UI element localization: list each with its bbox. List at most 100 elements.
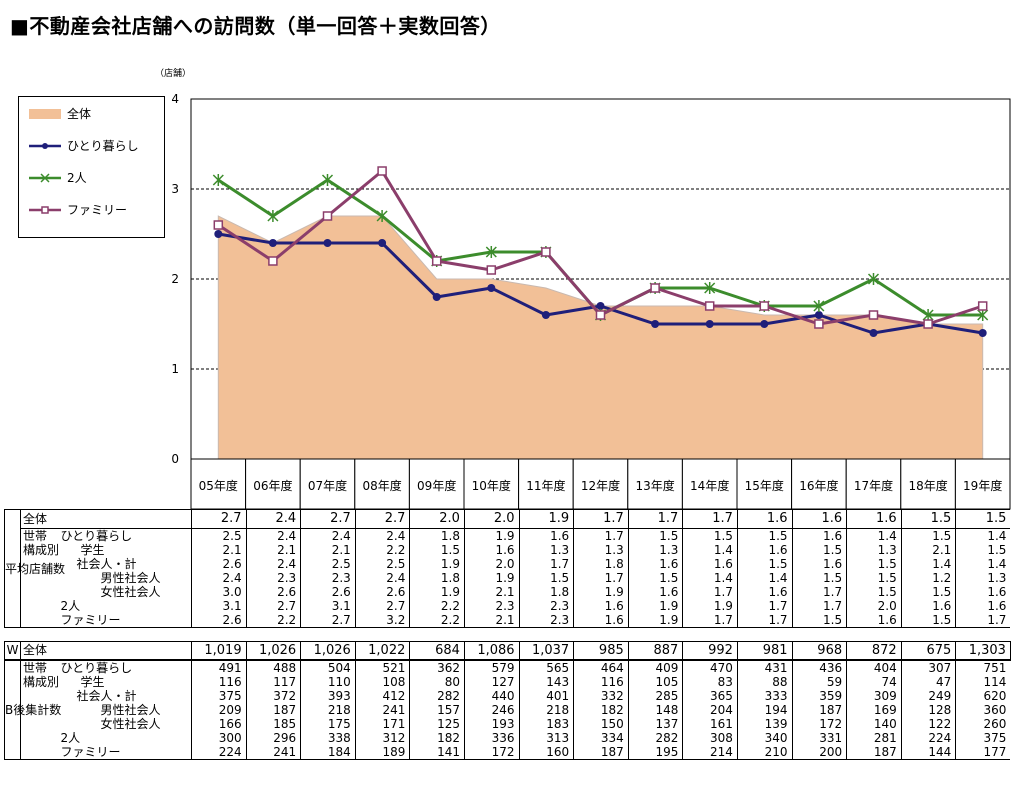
row-group-label: B後集計数: [4, 661, 61, 760]
x-category-cell: [299, 458, 356, 510]
data-point: [268, 256, 278, 266]
table-cell: 1.7: [573, 528, 629, 543]
row-label: 学生: [56, 543, 192, 557]
table-cell: 122: [900, 717, 956, 731]
sample-count-table: B後集計数 世帯 ひとり暮らし 491 488 504 521 362 579 565 464 409…: [4, 661, 1011, 760]
table-cell: 2.1: [463, 613, 520, 628]
table-cell: 187: [245, 703, 301, 717]
table-cell: 336: [463, 731, 520, 745]
table-cell: 338: [300, 731, 356, 745]
table-cell: 751: [955, 661, 1011, 675]
table-cell: 2.3: [463, 599, 520, 613]
table-cell: 2.5: [191, 528, 247, 543]
table-cell: 218: [518, 703, 574, 717]
table-cell: 1.9: [627, 599, 683, 613]
row-category: [21, 731, 57, 745]
table-cell: 1.5: [627, 528, 683, 543]
table-cell: 334: [573, 731, 629, 745]
table-cell: 1.3: [518, 543, 574, 557]
table-cell: 1.6: [736, 585, 793, 599]
table-cell: 1.5: [900, 509, 956, 529]
table-cell: 1.7: [573, 571, 629, 585]
table-cell: 117: [245, 675, 301, 689]
row-category: [21, 599, 57, 613]
table-cell: 1.4: [736, 571, 793, 585]
table-cell: 182: [573, 703, 629, 717]
table-cell: 1.7: [791, 585, 847, 599]
table-row: 社会人・計 375 372 393 412 282 440 401 332 285 365 333 35…: [5, 689, 1011, 703]
x-category-cell: [408, 458, 465, 510]
table-cell: 1,026: [300, 641, 356, 661]
table-cell: 195: [627, 745, 683, 760]
x-category-cell: [518, 458, 574, 510]
table-cell: 464: [573, 661, 629, 675]
table-row: 男性社会人 209 187 218 241 157 246 218 182 148 204 194 18…: [5, 703, 1011, 717]
table-cell: 2.0: [846, 599, 902, 613]
table-row: B後集計数 世帯 ひとり暮らし 491 488 504 521 362 579 565 464 409…: [4, 661, 1011, 760]
table-row: 構成別 学生 116 117 110 108 80 127 143 116 105 83 88 59 74 4…: [5, 675, 1011, 689]
chart-legend: 全体 ひとり暮らし 2人 ファミリー: [18, 96, 165, 238]
y-tick-label: 1: [171, 362, 179, 376]
data-point: [541, 247, 551, 257]
page-title: ■不動産会社店舗への訪問数（単一回答＋実数回答）: [10, 14, 501, 38]
table-cell: 1.5: [900, 613, 956, 628]
table-cell: 431: [736, 661, 793, 675]
table-cell: 2.1: [191, 543, 247, 557]
table-cell: 1.6: [846, 509, 902, 529]
table-cell: 1.5: [736, 528, 793, 543]
data-point: [377, 166, 387, 176]
table-cell: 281: [846, 731, 902, 745]
table-cell: 218: [300, 703, 356, 717]
table-row: ファミリー 224 241 184 189 141 172 160 187 195 214 210 20…: [5, 745, 1011, 760]
table-cell: 409: [627, 661, 683, 675]
table-cell: 210: [736, 745, 793, 760]
x-category-cell: [354, 458, 410, 510]
table-cell: 1.6: [791, 509, 847, 529]
table-cell: 1.5: [955, 509, 1011, 529]
x-tick-label: 12年度: [581, 478, 620, 493]
table-cell: 1.3: [846, 543, 902, 557]
row-label: 社会人・計: [56, 557, 192, 571]
x-category-cell: [791, 458, 847, 510]
table-cell: 143: [518, 675, 574, 689]
table-cell: 193: [463, 717, 520, 731]
table-cell: 116: [573, 675, 629, 689]
row-category: 構成別: [23, 543, 60, 557]
table-cell: 169: [846, 703, 902, 717]
table-cell: 1.8: [518, 585, 574, 599]
table-cell: 1.9: [463, 528, 520, 543]
data-point: [322, 211, 333, 221]
table-cell: 1,037: [518, 641, 574, 661]
table-cell: 185: [245, 717, 301, 731]
table-cell: 1.3: [627, 543, 683, 557]
x-tick-label: 15年度: [745, 478, 784, 493]
table-cell: 110: [300, 675, 356, 689]
row-category: 全体: [20, 509, 57, 529]
table-cell: 2.4: [354, 571, 410, 585]
table-cell: 1.9: [518, 509, 574, 529]
table-cell: 2.0: [409, 509, 465, 529]
table-cell: 166: [191, 717, 247, 731]
table-cell: 2.6: [191, 613, 247, 628]
table-cell: 1.6: [955, 585, 1011, 599]
row-label: ひとり暮らし: [56, 661, 192, 675]
table-cell: 1.6: [846, 613, 902, 628]
table-cell: 401: [518, 689, 574, 703]
x-tick-label: 14年度: [690, 478, 729, 493]
table-cell: 312: [354, 731, 410, 745]
table-cell: 1.6: [791, 557, 847, 571]
table-cell: 1.7: [682, 585, 738, 599]
table-cell: 309: [846, 689, 902, 703]
table-cell: 2.5: [300, 557, 356, 571]
row-category: [21, 745, 57, 760]
table-cell: 2.6: [245, 585, 301, 599]
row-label: 学生: [56, 675, 192, 689]
legend-item: ファミリー: [27, 201, 127, 218]
table-cell: 182: [409, 731, 465, 745]
table-cell: 1.9: [409, 585, 465, 599]
table-cell: 141: [409, 745, 465, 760]
table-cell: 2.7: [354, 509, 410, 529]
table-cell: 331: [791, 731, 847, 745]
table-cell: 246: [463, 703, 520, 717]
data-point: [431, 256, 442, 266]
